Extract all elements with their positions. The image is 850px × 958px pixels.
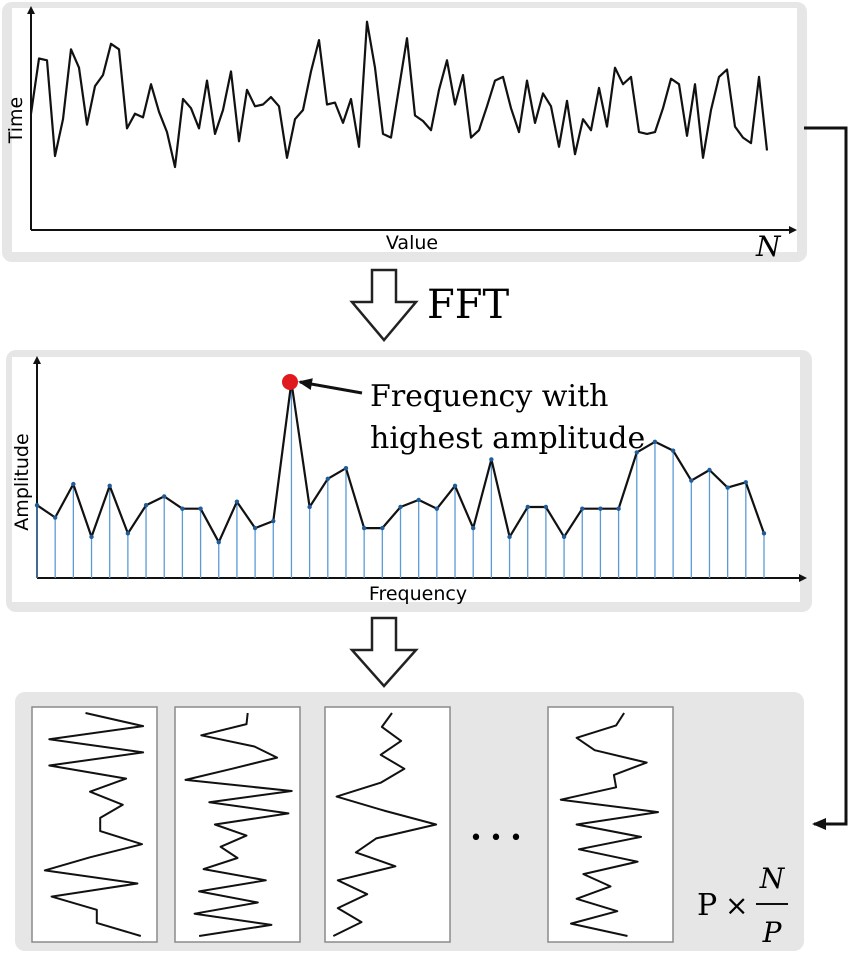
segment-frame (174, 706, 301, 943)
spectrum-point (489, 457, 494, 462)
time-series-panel: Time Value N (2, 2, 807, 263)
spectrum-point (652, 439, 658, 445)
segment-series-line (43, 712, 145, 937)
spectrum-point (107, 483, 112, 489)
segment-window (31, 706, 158, 943)
annotation-line-2: highest amplitude (370, 421, 645, 456)
spectrum-point (561, 534, 567, 540)
connector-arrow (804, 126, 848, 830)
spectrum-point (707, 467, 712, 473)
spectrum-point (761, 531, 767, 536)
spectrum-point (580, 506, 585, 511)
spectrum-plot-area (12, 357, 800, 602)
fft-step: FFT (349, 268, 510, 342)
segment-window (324, 706, 451, 943)
time-series-line (29, 20, 769, 169)
spectrum-panel: Amplitude Frequency Frequency with highe… (6, 350, 812, 612)
formula-denominator: P (762, 916, 783, 949)
spectrum-point (180, 506, 185, 511)
down-arrow-icon (349, 616, 419, 688)
segment-series-line (332, 712, 438, 937)
spectrum-point (398, 504, 403, 510)
spectrum-point (725, 485, 730, 490)
segment-window (547, 706, 674, 943)
spectrum-point (343, 466, 349, 471)
spectrum-point (89, 534, 94, 540)
spectrum-point (543, 504, 549, 510)
spectrum-point (689, 478, 694, 483)
formula-numerator: N (759, 862, 786, 895)
spectrum-point (143, 503, 149, 508)
peak-pointer-arrow (298, 378, 363, 395)
formula-times: × (725, 889, 748, 922)
down-arrow-icon (349, 268, 419, 342)
length-symbol-n: N (755, 230, 782, 263)
time-x-axis-label: Value (386, 232, 438, 254)
spectrum-point (507, 534, 512, 540)
segments-panel: • • • P × N P (15, 692, 804, 951)
segment-frame (547, 706, 674, 943)
spectrum-point (52, 515, 58, 520)
ellipsis: • • • (470, 826, 523, 851)
time-series (29, 20, 769, 169)
segment-count-formula: P × N P (697, 862, 788, 949)
segment-frame (324, 706, 451, 943)
spectrum-point (743, 480, 749, 485)
segment-frame (31, 706, 158, 943)
spectrum-point (471, 525, 476, 531)
spectrum-point (361, 525, 367, 531)
spectrum-y-axis-label: Amplitude (11, 433, 33, 530)
fft-label: FFT (427, 282, 510, 328)
spectrum-point (34, 503, 40, 508)
spectrum-point (198, 506, 203, 511)
spectrum-point (452, 483, 458, 489)
spectrum-point (634, 450, 639, 455)
segment-series-line (559, 712, 659, 937)
spectrum-point (271, 518, 276, 524)
spectrum-point (307, 504, 312, 510)
spectrum-x-axis-label: Frequency (369, 583, 467, 605)
spectrum-point (380, 525, 385, 531)
annotation-line-1: Frequency with (370, 379, 608, 414)
spectrum-point (252, 525, 258, 531)
spectrum-stems-and-line (34, 374, 767, 578)
segment-window (174, 706, 301, 943)
spectrum-point (162, 494, 167, 499)
peak-marker (282, 374, 298, 390)
segment-series-line (184, 712, 293, 937)
spectrum-point (598, 506, 603, 511)
spectrum-point (125, 531, 131, 536)
time-y-axis-label: Time (5, 97, 27, 145)
spectrum-point (71, 481, 76, 487)
spectrum-point (616, 506, 621, 511)
spectrum-point (416, 497, 421, 503)
time-plot-area (12, 8, 797, 252)
spectrum-point (234, 499, 240, 504)
spectrum-point (325, 476, 330, 481)
formula-p: P (697, 888, 717, 923)
segment-windows (31, 706, 674, 943)
spectrum-point (525, 504, 530, 510)
spectrum-point (216, 539, 221, 545)
spectrum-point (670, 448, 676, 453)
spectrum-point (434, 506, 440, 511)
